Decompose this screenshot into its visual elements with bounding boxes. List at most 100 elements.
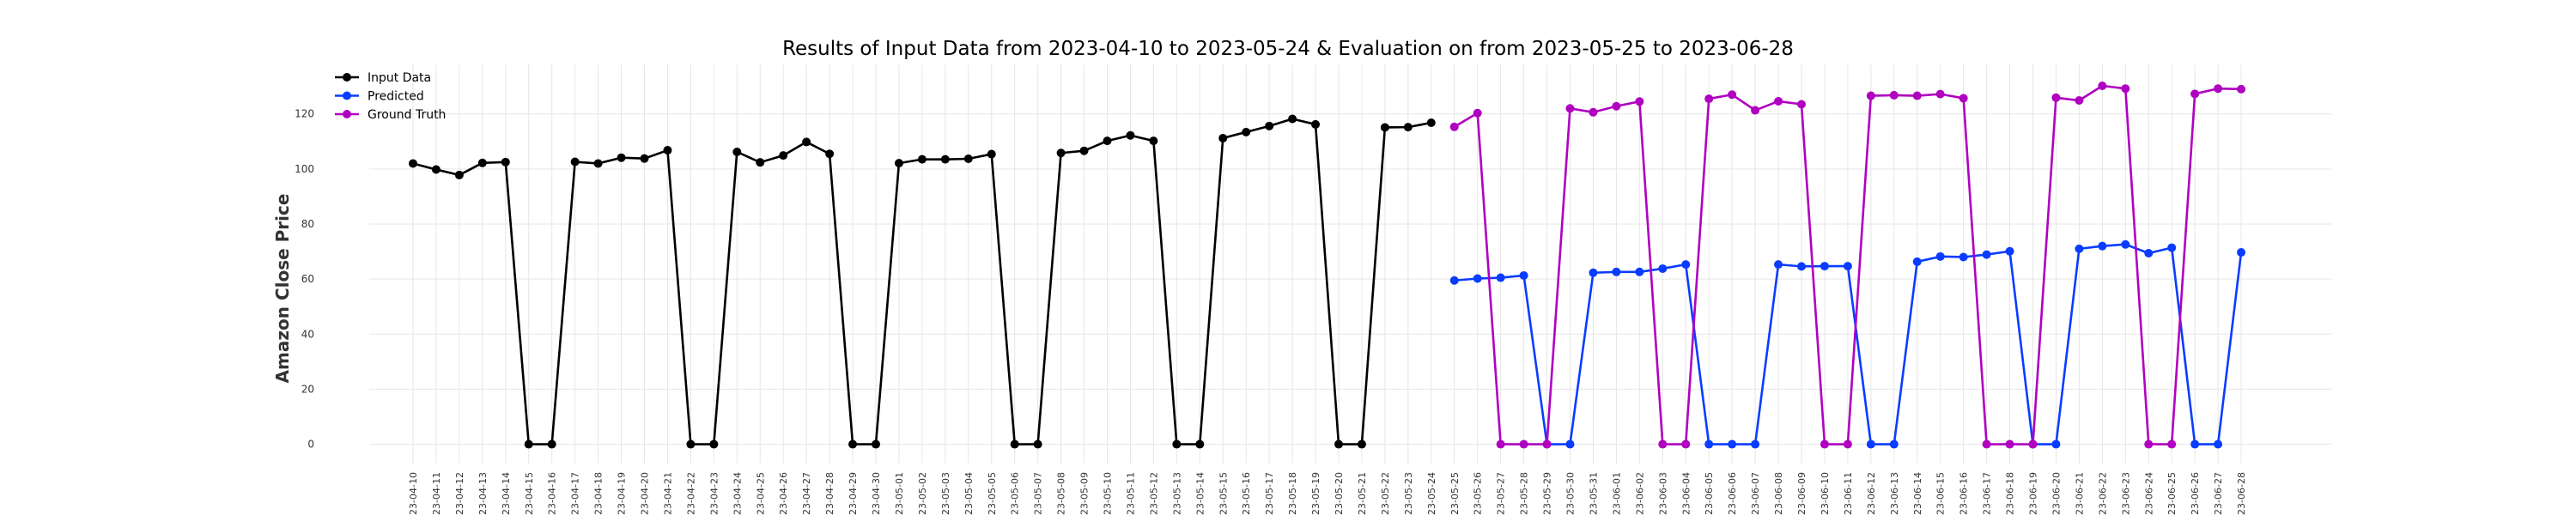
data-point <box>593 159 603 168</box>
x-tick-label: 23-06-28 <box>2236 472 2247 515</box>
data-point <box>1103 136 1112 146</box>
data-point <box>825 149 835 159</box>
legend-swatch-marker <box>343 91 351 100</box>
data-point <box>1866 439 1875 449</box>
legend: Input Data Predicted Ground Truth <box>335 71 446 122</box>
data-point <box>1704 439 1714 449</box>
data-point <box>454 170 464 179</box>
x-tick-label: 23-05-31 <box>1588 472 1599 515</box>
legend-entry: Input Data <box>368 71 431 85</box>
data-point <box>1218 133 1228 142</box>
x-tick-label: 23-06-15 <box>1935 472 1947 515</box>
data-point <box>1010 439 1019 449</box>
data-point <box>1982 439 1991 449</box>
data-point <box>1126 130 1135 140</box>
x-tick-label: 23-06-14 <box>1912 472 1923 515</box>
x-tick-label: 23-05-10 <box>1103 472 1114 515</box>
data-point <box>1658 439 1668 449</box>
data-point <box>1797 100 1806 109</box>
data-point <box>1403 123 1413 132</box>
data-point <box>2005 439 2014 449</box>
x-tick-label: 23-05-12 <box>1148 472 1159 515</box>
x-tick-label: 23-05-28 <box>1519 472 1530 515</box>
x-tick-label: 23-05-13 <box>1171 472 1182 515</box>
x-tick-label: 23-06-22 <box>2097 472 2108 515</box>
x-tick-label: 23-05-01 <box>894 472 905 515</box>
y-tick-label: 0 <box>307 439 314 451</box>
x-tick-label: 23-05-24 <box>1426 472 1437 515</box>
x-tick-label: 23-06-10 <box>1820 472 1831 515</box>
legend-swatch-marker <box>343 73 351 82</box>
data-point <box>2190 89 2200 99</box>
data-point <box>2214 84 2223 94</box>
data-point <box>2051 439 2061 449</box>
x-tick-label: 23-06-12 <box>1866 472 1877 515</box>
x-tick-label: 23-05-21 <box>1357 472 1368 515</box>
data-point <box>1265 121 1274 130</box>
x-tick-label: 23-05-18 <box>1287 472 1298 515</box>
data-point <box>848 439 858 449</box>
data-point <box>1704 94 1714 104</box>
x-tick-label: 23-04-22 <box>685 472 696 515</box>
data-point <box>1612 101 1621 111</box>
x-tick-label: 23-06-04 <box>1680 472 1692 515</box>
data-point <box>732 147 742 156</box>
x-tick-label: 23-04-12 <box>454 472 465 515</box>
data-point <box>1589 107 1598 117</box>
data-point <box>1635 97 1644 106</box>
data-point <box>2005 246 2014 256</box>
data-point <box>1033 439 1042 449</box>
data-point <box>431 165 440 174</box>
data-point <box>709 439 719 449</box>
x-tick-label: 23-05-15 <box>1218 472 1229 515</box>
data-point <box>2237 84 2246 94</box>
data-point <box>2121 84 2130 94</box>
x-tick-label: 23-06-18 <box>2005 472 2016 515</box>
data-point <box>1357 439 1366 449</box>
y-tick-label: 60 <box>301 273 314 285</box>
x-tick-label: 23-05-25 <box>1449 472 1461 515</box>
data-point <box>1426 118 1436 127</box>
x-tick-label: 23-05-20 <box>1334 472 1345 515</box>
y-tick-label: 80 <box>301 218 314 230</box>
data-point <box>1751 439 1760 449</box>
x-tick-label: 23-04-25 <box>755 472 766 515</box>
data-point <box>686 439 696 449</box>
x-tick-label: 23-05-30 <box>1565 472 1577 515</box>
data-point <box>1449 122 1459 131</box>
x-tick-label: 23-05-05 <box>987 472 998 515</box>
x-tick-label: 23-04-28 <box>824 472 835 515</box>
data-point <box>1519 439 1528 449</box>
x-tick-label: 23-04-21 <box>662 472 673 515</box>
data-point <box>1959 252 1968 262</box>
x-tick-label: 23-06-16 <box>1959 472 1970 515</box>
x-tick-label: 23-06-25 <box>2166 472 2178 515</box>
series-group <box>409 82 2246 449</box>
x-tick-label: 23-05-14 <box>1194 472 1206 515</box>
x-tick-label: 23-06-17 <box>1982 472 1993 515</box>
data-point <box>940 154 950 164</box>
y-tick-label: 100 <box>295 163 314 175</box>
x-tick-label: 23-04-13 <box>477 472 489 515</box>
data-point <box>524 439 533 449</box>
x-tick-label: 23-05-08 <box>1056 472 1067 515</box>
x-tick-label: 23-05-02 <box>917 472 928 515</box>
data-point <box>1681 439 1691 449</box>
x-tick-label: 23-04-26 <box>778 472 789 515</box>
data-point <box>409 159 417 168</box>
data-point <box>1172 439 1182 449</box>
data-point <box>2167 439 2177 449</box>
x-axis-ticks: 23-04-10 23-04-11 23-04-12 23-04-13 23-04-14… <box>408 472 2247 515</box>
x-tick-label: 23-05-22 <box>1380 472 1391 515</box>
x-tick-label: 23-06-13 <box>1889 472 1900 515</box>
x-tick-label: 23-06-19 <box>2028 472 2039 515</box>
data-point <box>1565 439 1575 449</box>
x-tick-label: 23-05-07 <box>1033 472 1044 515</box>
data-point <box>2098 241 2107 251</box>
data-point <box>1589 268 1598 277</box>
y-tick-label: 40 <box>301 328 314 340</box>
legend-swatch-marker <box>343 110 351 118</box>
data-point <box>1496 439 1505 449</box>
x-tick-label: 23-04-11 <box>431 472 442 515</box>
